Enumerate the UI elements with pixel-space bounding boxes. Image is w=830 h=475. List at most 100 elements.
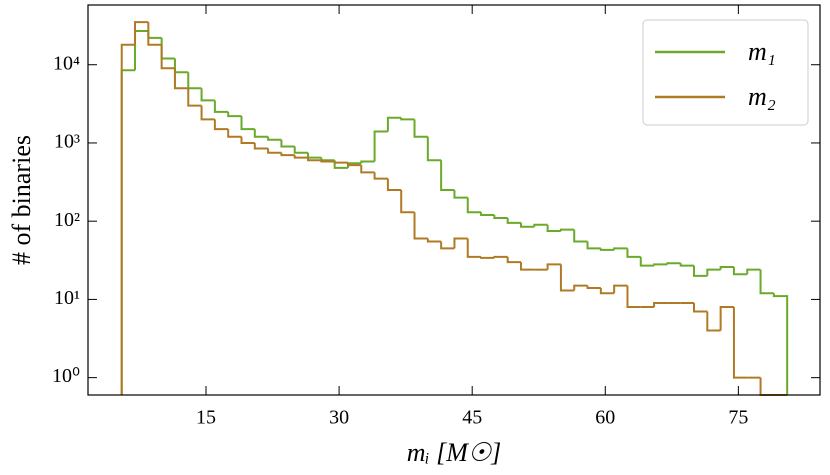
histogram-bin xyxy=(213,119,229,131)
histogram-bin xyxy=(453,190,468,199)
histogram-bin xyxy=(426,136,442,162)
histogram-bin xyxy=(440,241,455,250)
histogram-bin xyxy=(267,136,282,141)
histogram-bin xyxy=(240,116,255,131)
x-tick-label: 30 xyxy=(329,407,349,429)
histogram-bin xyxy=(719,265,734,270)
histogram-bin xyxy=(693,265,708,277)
histogram-bin xyxy=(559,264,575,292)
y-axis-label: # of binaries xyxy=(7,135,36,265)
histogram-bin xyxy=(400,117,415,121)
histogram-bin xyxy=(639,256,655,267)
histogram-bin xyxy=(653,263,668,266)
histogram-bin xyxy=(666,262,681,265)
histogram-bin xyxy=(693,302,708,313)
histogram-bin xyxy=(533,223,548,227)
histogram-bin xyxy=(493,214,508,219)
histogram-bin xyxy=(373,130,388,162)
histogram-bin xyxy=(519,222,535,228)
histogram-bin xyxy=(772,293,789,395)
histogram-bin xyxy=(386,116,402,132)
histogram-bin xyxy=(626,285,641,308)
histogram-bin xyxy=(732,306,748,379)
histogram-bin xyxy=(320,160,335,163)
histogram-bin xyxy=(253,129,269,138)
histogram-bin xyxy=(120,43,136,395)
histogram-bin xyxy=(187,88,202,107)
histogram-bin xyxy=(333,160,348,169)
x-tick-label: 45 xyxy=(462,407,482,429)
histogram-bin xyxy=(466,238,482,258)
y-tick-label: 10¹ xyxy=(54,287,80,309)
x-tick-label: 15 xyxy=(196,407,216,429)
histogram-bin xyxy=(160,37,175,60)
histogram-bin xyxy=(240,136,255,144)
x-tick-label: 60 xyxy=(595,407,615,429)
histogram-bin xyxy=(173,68,189,90)
x-axis-label: mᵢ [M☉] xyxy=(407,438,502,467)
histogram-bin xyxy=(307,157,322,162)
histogram-bin xyxy=(307,152,322,159)
histogram-bin xyxy=(519,262,535,271)
histogram-bin xyxy=(187,72,202,90)
histogram-bin xyxy=(732,266,748,276)
histogram-series xyxy=(120,29,789,395)
histogram-bin xyxy=(293,155,309,159)
histogram-bin xyxy=(573,229,588,243)
legend-box xyxy=(642,19,809,126)
histogram-bin xyxy=(759,269,774,295)
histogram-series xyxy=(120,21,788,396)
histogram-bin xyxy=(653,301,668,307)
histogram-bin xyxy=(586,241,601,250)
histogram-bin xyxy=(613,247,628,250)
histogram-bin xyxy=(453,237,468,249)
histogram-bin xyxy=(719,305,734,331)
histogram-bin xyxy=(320,157,335,162)
y-tick-label: 10⁴ xyxy=(53,52,80,74)
histogram-bin xyxy=(160,44,175,70)
histogram-bin xyxy=(746,268,761,275)
histogram-bin xyxy=(333,161,348,164)
histogram-bin xyxy=(360,165,375,174)
histogram-bin xyxy=(386,178,402,192)
histogram-bin xyxy=(120,69,136,395)
histogram-bin xyxy=(613,284,628,294)
histogram-bin xyxy=(493,255,508,258)
histogram-bin xyxy=(346,162,362,167)
histogram-bin xyxy=(253,142,269,150)
histogram-bin xyxy=(506,256,521,264)
histogram-bin xyxy=(599,248,615,251)
histogram-bin xyxy=(280,139,295,148)
histogram-bin xyxy=(200,105,215,121)
histogram-bin xyxy=(546,263,561,270)
histogram-bin xyxy=(293,146,309,154)
histogram-bin xyxy=(147,22,162,46)
histogram-bin xyxy=(426,238,442,243)
legend-label: m₂ xyxy=(748,82,776,111)
histogram-bin xyxy=(506,217,521,224)
histogram-bin xyxy=(227,129,242,138)
histogram-bin xyxy=(413,212,428,240)
y-tick-label: 10⁰ xyxy=(52,365,80,387)
histogram-bin xyxy=(213,100,229,113)
histogram-bin xyxy=(706,311,721,332)
histogram-bin xyxy=(480,212,495,216)
histogram-bin xyxy=(134,29,149,71)
histogram-bin xyxy=(599,287,615,295)
plot-frame xyxy=(87,4,821,396)
histogram-bin xyxy=(227,111,242,118)
histogram-bin xyxy=(466,197,482,214)
histogram-bin xyxy=(626,248,641,258)
x-tick-label: 75 xyxy=(728,407,748,429)
histogram-bin xyxy=(586,285,601,289)
histogram-bin xyxy=(413,119,428,138)
histogram-bin xyxy=(200,88,215,102)
histogram-bin xyxy=(546,224,561,232)
histogram-bin xyxy=(573,284,588,291)
histogram-bin xyxy=(134,21,149,45)
histogram-bin xyxy=(173,58,189,74)
legend-label: m₁ xyxy=(748,37,776,66)
histogram-bin xyxy=(706,268,721,276)
